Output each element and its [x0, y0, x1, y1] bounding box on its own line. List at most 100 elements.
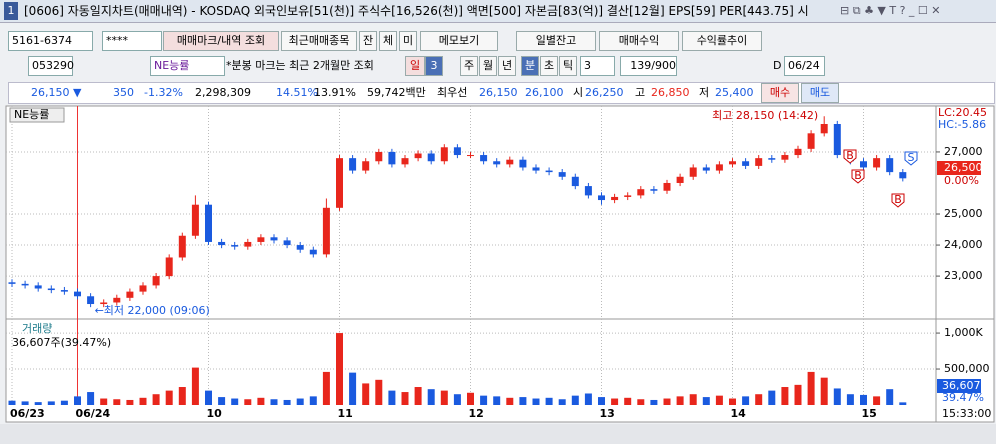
button[interactable]: 메모보기 — [420, 31, 498, 51]
price-tag-bg — [937, 161, 981, 175]
candle-body — [349, 158, 357, 171]
y-tick-label: 500,000 — [944, 362, 990, 375]
window-number: 1 — [4, 2, 18, 20]
y-tick-label: 23,000 — [944, 269, 983, 282]
volume-bar — [899, 402, 907, 405]
max-annotation: 최고 28,150 (14:42) — [712, 109, 818, 122]
best-label: 최우선 — [437, 86, 468, 99]
volume-bar — [453, 394, 461, 405]
time-label: 15:33:00 — [942, 407, 991, 420]
button[interactable]: 미 — [399, 31, 417, 51]
volume-bar — [191, 367, 199, 405]
candle-body — [715, 164, 723, 171]
account[interactable]: 5161-6374 — [8, 31, 93, 51]
volume-bar — [218, 397, 226, 405]
candle-body — [794, 148, 802, 156]
period[interactable]: 분 — [521, 56, 539, 76]
volume-bar — [47, 401, 55, 405]
candle-body — [126, 291, 134, 298]
button[interactable]: 수익률추이 — [682, 31, 762, 51]
candle-body — [113, 297, 121, 303]
x-tick-label: 06/24 — [76, 407, 111, 420]
period[interactable]: 일 — [405, 56, 425, 76]
stock-name[interactable]: NE능률 — [150, 56, 225, 76]
trade-marker-label: B — [894, 193, 902, 206]
candle-body — [375, 151, 383, 162]
period[interactable]: 년 — [498, 56, 516, 76]
volume-bar — [231, 398, 239, 405]
candle-body — [467, 155, 474, 157]
candle-body — [336, 158, 343, 208]
candle-body — [571, 176, 579, 187]
button[interactable]: 잔 — [359, 31, 377, 51]
volume-bar — [126, 399, 134, 405]
trade-marker-label: B — [854, 169, 862, 182]
button[interactable]: 체 — [379, 31, 397, 51]
volume-bar — [440, 390, 448, 405]
candle-body — [729, 161, 736, 165]
volume-bar — [375, 379, 383, 405]
candle-body — [598, 195, 605, 201]
button[interactable]: 최근매매종목 — [281, 31, 357, 51]
trade-marker — [891, 193, 905, 208]
low: 25,400 — [715, 86, 754, 99]
volume-bar — [663, 398, 671, 405]
y-tick-label: 25,000 — [944, 207, 983, 220]
candle-body — [178, 235, 186, 258]
count[interactable]: 3 — [580, 56, 615, 76]
volume-bar — [467, 392, 474, 405]
candle-body — [34, 285, 42, 289]
volume-bar — [165, 390, 173, 405]
volume-bar — [8, 400, 16, 405]
date-label: D — [773, 59, 782, 72]
button[interactable]: 매매수익 — [599, 31, 679, 51]
volume-bar — [873, 396, 881, 405]
candle-body — [873, 158, 881, 168]
candle-body — [401, 158, 409, 165]
scrollbar[interactable] — [0, 424, 996, 444]
volume-bar — [34, 402, 42, 405]
candle-body — [453, 147, 461, 156]
volume-tag-bg — [937, 379, 981, 393]
stock-code[interactable]: 053290 — [28, 56, 74, 76]
bid: 26,100 — [525, 86, 564, 99]
volume-bar — [349, 372, 357, 405]
volume-tag: 36,607 — [942, 379, 981, 392]
volume-bar — [493, 396, 501, 405]
volume-bar — [414, 387, 422, 405]
candle-body — [60, 290, 68, 292]
password[interactable]: **** — [102, 31, 162, 51]
candle-body — [755, 158, 763, 166]
title-bar: 1 [0606] 자동일지차트(매매내역) - KOSDAQ 외국인보유[51(… — [0, 0, 996, 23]
volume-bar — [100, 398, 108, 405]
x-tick-label: 12 — [469, 407, 484, 420]
volume-bar — [624, 397, 632, 405]
date[interactable]: 06/24 — [784, 56, 825, 76]
x-tick-label: 14 — [731, 407, 747, 420]
sell-button[interactable]: 매도 — [801, 83, 839, 103]
legend: 거래량 — [22, 322, 52, 335]
trade-marker-label: S — [908, 151, 915, 164]
buy-button[interactable]: 매수 — [761, 83, 799, 103]
volume: 2,298,309 — [195, 86, 251, 99]
trade-marker — [843, 149, 857, 164]
candle-body — [440, 147, 448, 162]
period[interactable]: 3 — [425, 56, 443, 76]
candle-body — [480, 155, 488, 162]
period[interactable]: 월 — [479, 56, 497, 76]
min-annotation: ←최저 22,000 (09:06) — [95, 304, 210, 317]
period[interactable]: 초 — [540, 56, 558, 76]
candle-body — [768, 158, 776, 160]
volume-bar — [427, 389, 435, 405]
volume-bar — [362, 383, 370, 405]
volume-bar — [807, 371, 815, 405]
button[interactable]: 매매마크/내역 조회 — [163, 31, 279, 51]
candle-body — [296, 245, 304, 250]
period[interactable]: 주 — [460, 56, 478, 76]
y-tick-label: 1,000K — [944, 326, 983, 339]
window-icons[interactable]: ⊟ ⧉ ♣ ▼ T ? _ ☐ ✕ — [840, 4, 941, 17]
period[interactable]: 틱 — [559, 56, 577, 76]
change: 350 — [113, 86, 134, 99]
button[interactable]: 일별잔고 — [516, 31, 596, 51]
volume-bar — [532, 398, 540, 405]
